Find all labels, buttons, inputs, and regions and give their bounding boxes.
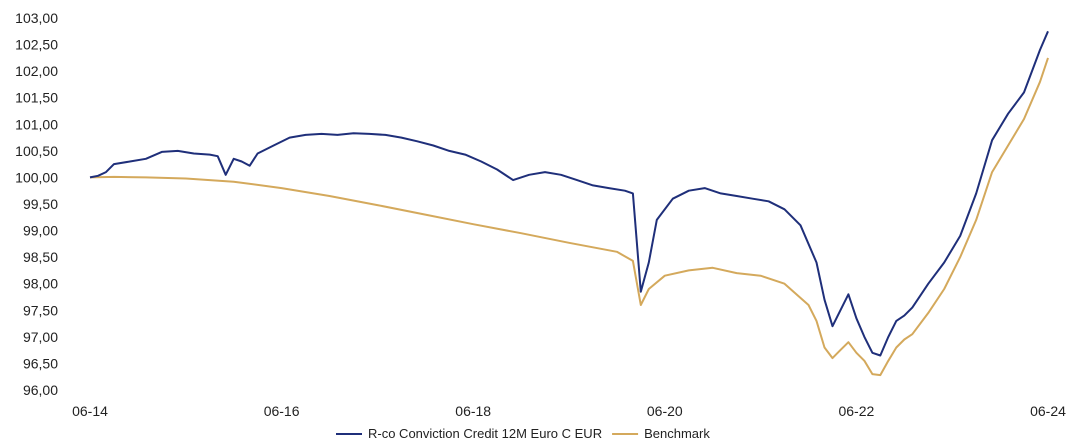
- plot-area: [89, 30, 1049, 377]
- legend-label: Benchmark: [644, 426, 710, 441]
- y-tick-label: 96,50: [23, 355, 58, 371]
- y-tick-label: 97,50: [23, 302, 58, 318]
- y-tick-label: 100,00: [15, 169, 58, 185]
- y-tick-label: 97,00: [23, 329, 58, 345]
- x-axis: 06-14 06-16 06-18 06-20 06-22 06-24: [72, 403, 1066, 419]
- y-tick-label: 101,50: [15, 90, 58, 106]
- y-tick-label: 98,50: [23, 249, 58, 265]
- y-tick-label: 102,00: [15, 63, 58, 79]
- y-tick-label: 99,00: [23, 223, 58, 239]
- y-tick-label: 102,50: [15, 37, 58, 53]
- x-tick-label: 06-18: [455, 403, 491, 419]
- y-tick-label: 96,00: [23, 382, 58, 398]
- x-tick-label: 06-20: [647, 403, 683, 419]
- y-axis: 96,00 96,50 97,00 97,50 98,00 98,50 99,00 99,50…: [15, 10, 58, 398]
- series-line: [89, 30, 1049, 357]
- x-tick-label: 06-16: [264, 403, 300, 419]
- y-tick-label: 101,00: [15, 116, 58, 132]
- y-tick-label: 103,00: [15, 10, 58, 26]
- legend-label: R-co Conviction Credit 12M Euro C EUR: [368, 426, 602, 441]
- x-tick-label: 06-22: [838, 403, 874, 419]
- y-tick-label: 98,00: [23, 276, 58, 292]
- x-tick-label: 06-24: [1030, 403, 1066, 419]
- series-line: [89, 57, 1049, 377]
- y-tick-label: 99,50: [23, 196, 58, 212]
- y-tick-label: 100,50: [15, 143, 58, 159]
- legend: R-co Conviction Credit 12M Euro C EUR Ben…: [336, 426, 710, 441]
- x-tick-label: 06-14: [72, 403, 108, 419]
